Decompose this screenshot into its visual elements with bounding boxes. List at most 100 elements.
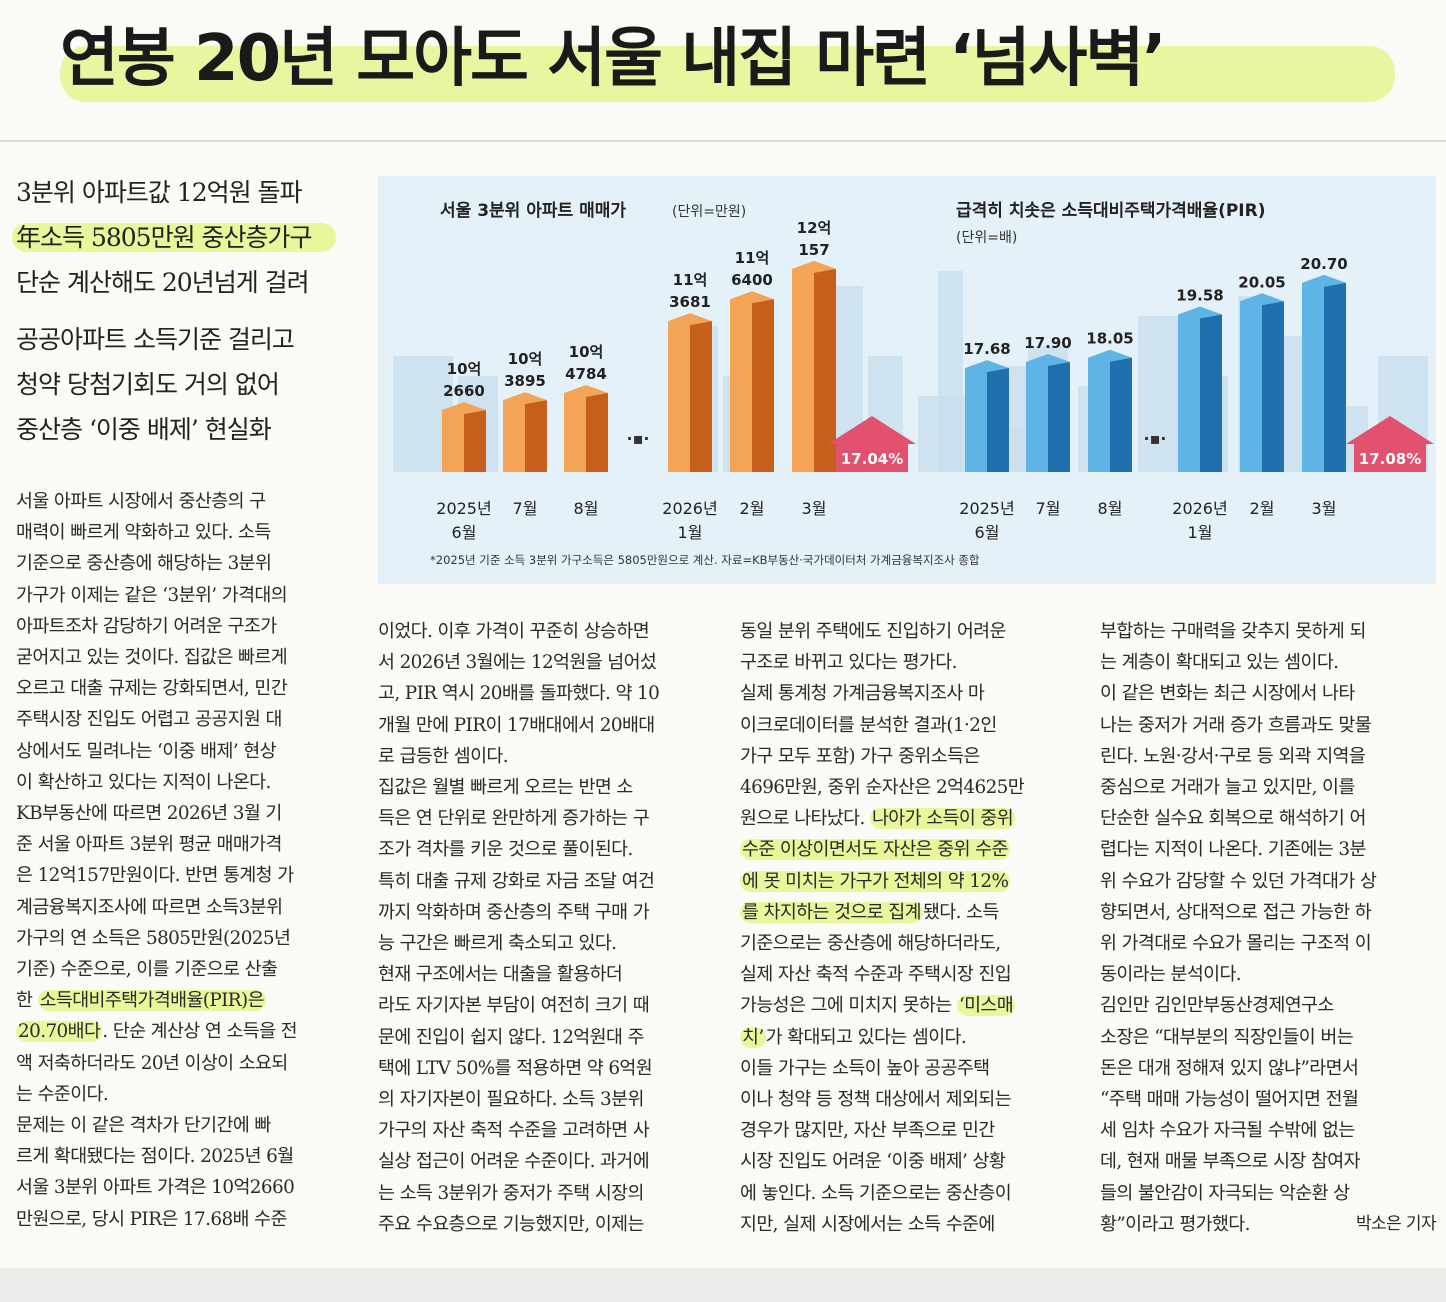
article-line: 기준으로 중산층에 해당하는 3분위 [16, 553, 272, 575]
bar-front [503, 400, 525, 472]
article-closing-text: 황”이라고 평가했다. [1100, 1213, 1250, 1235]
axis-tick-label: 7월 [513, 499, 538, 518]
article-line: 기준으로는 중산층에 해당하더라도, [740, 933, 1001, 955]
bar-front [965, 368, 987, 472]
bar-value-label: 4784 [565, 365, 607, 383]
article-line: 돈은 대개 정해져 있지 않냐”라면서 [1100, 1057, 1359, 1079]
article-line: 르게 확대됐다는 점이다. 2025년 6월 [16, 1146, 294, 1168]
article-line: 세 임차 수요가 자극될 수밖에 없는 [1100, 1120, 1355, 1142]
chart-baseline-area [378, 472, 1436, 584]
article-line: 만원으로, 당시 PIR은 17.68배 수준 [16, 1208, 287, 1230]
bar-top [730, 291, 774, 304]
article-line: 가구의 연 소득은 5805만원(2025년 [16, 927, 291, 949]
article-line: 가구가 이제는 같은 ‘3분위’ 가격대의 [16, 584, 288, 606]
bar-side [1324, 282, 1346, 472]
axis-tick-label: 2월 [1250, 499, 1275, 518]
bar-value-label: 17.68 [963, 340, 1010, 358]
bar-front [1178, 314, 1200, 472]
bar-front [792, 268, 814, 472]
article-line: 가구의 자산 축적 수준을 고려하면 사 [378, 1120, 650, 1142]
article-line: 동일 분위 주택에도 진입하기 어려운 [740, 621, 1006, 642]
article-line: 득은 연 단위로 완만하게 증가하는 구 [378, 808, 650, 830]
article-line: 20.70배다. 단순 계산상 연 소득을 전 [16, 1021, 298, 1043]
article-line: 택에 LTV 50%를 적용하면 약 6억원 [378, 1057, 653, 1079]
article-line: 문제는 이 같은 격차가 단기간에 빠 [16, 1115, 271, 1137]
article-line: 서 2026년 3월에는 12억원을 넘어섰 [378, 652, 657, 674]
article-line: 가구 모두 포함) 가구 중위소득은 [740, 745, 980, 767]
headline-block: 연봉 20년 모아도 서울 내집 마련 ‘넘사벽’ [60, 16, 1400, 102]
article-line: 향되면서, 상대적으로 접근 가능한 하 [1100, 901, 1372, 923]
axis-break-mark: ·▪· [1144, 429, 1167, 448]
article-line: 주요 수요층으로 기능했지만, 이제는 [378, 1213, 644, 1235]
bar-top [1302, 274, 1346, 287]
axis-tick-label: 8월 [1098, 499, 1123, 518]
article-line: “주택 매매 가능성이 떨어지면 전월 [1100, 1089, 1359, 1111]
text-highlight: 를 차지하는 것으로 집계 [740, 901, 923, 923]
bar-top [1240, 293, 1284, 306]
subhead-4: 공공아파트 소득기준 걸리고 [16, 325, 295, 354]
article-line: 김인만 김인만부동산경제연구소 [1100, 995, 1334, 1017]
article-line: 능 구간은 빠르게 축소되고 있다. [378, 933, 617, 955]
subhead-2-highlight: 年소득 5805만원 중산층가구 [12, 223, 336, 252]
bar-front [442, 410, 464, 472]
article-line: 구조로 바뀌고 있다는 평가다. [740, 652, 957, 674]
article-line: 현재 구조에서는 대출을 활용하더 [378, 964, 623, 986]
headline-divider [0, 140, 1446, 142]
article-line: 를 차지하는 것으로 집계 됐다. 소득 [740, 901, 999, 923]
chart-footnote: *2025년 기준 소득 3분위 가구소득은 5805만원으로 계산. 자료=K… [430, 553, 980, 567]
bar-front [564, 393, 586, 472]
bar-side [586, 393, 608, 472]
increase-badge-shape [828, 416, 916, 472]
chart-unit: (단위=만원) [672, 204, 746, 220]
bar-front [668, 321, 690, 472]
article-line: 고, PIR 역시 20배를 돌파했다. 약 10 [378, 683, 660, 705]
chart-title: 급격히 치솟은 소득대비주택가격배율(PIR) [956, 201, 1266, 221]
article-line: 기준) 수준으로, 이를 기준으로 산출 [16, 959, 278, 981]
article-line: 문에 진입이 쉽지 않다. 12억원대 주 [378, 1026, 644, 1048]
article-line-last: 황”이라고 평가했다. 박소은 기자 [1100, 1209, 1437, 1240]
axis-tick-label: 2026년 [1172, 499, 1227, 518]
article-line: 이 확산하고 있다는 지적이 나온다. [16, 771, 271, 793]
bar-value-label: 6400 [731, 271, 773, 289]
article-line: 치’ 가 확대되고 있다는 셈이다. [740, 1026, 967, 1048]
axis-tick-label: 2월 [740, 499, 765, 518]
article-line: 오르고 대출 규제는 강화되면서, 민간 [16, 678, 288, 700]
article-line: 나는 중저가 거래 증가 흐름과도 맞물 [1100, 714, 1372, 736]
article-line: 아파트조차 감당하기 어려운 구조가 [16, 615, 277, 637]
article-line: 이나 청약 등 정책 대상에서 제외되는 [740, 1089, 1012, 1111]
article-line: 경우가 많지만, 자산 부족으로 민간 [740, 1120, 995, 1142]
article-line: 매력이 빠르게 약화하고 있다. 소득 [16, 522, 271, 544]
axis-tick-label: 6월 [452, 523, 477, 542]
bar-value-label: 18.05 [1086, 330, 1133, 348]
increase-badge-label: 17.04% [841, 450, 903, 468]
newspaper-page: 연봉 20년 모아도 서울 내집 마련 ‘넘사벽’ 3분위 아파트값 12억원 … [0, 16, 1446, 1240]
bar-value-label: 10억 [508, 350, 543, 368]
article-column-1: 서울 아파트 시장에서 중산층의 구 매력이 빠르게 약화하고 있다. 소득 기준으… [16, 486, 356, 1235]
bar-side [814, 268, 836, 472]
headline-highlight [60, 46, 1395, 102]
article-line: 상에서도 밀려나는 ‘이중 배제’ 현상 [16, 740, 277, 762]
article-line: 린다. 노원·강서·구로 등 외곽 지역을 [1100, 745, 1366, 767]
article-line: 이크로데이터를 분석한 결과(1·2인 [740, 714, 997, 736]
axis-tick-label: 1월 [678, 523, 703, 542]
bar-top [792, 260, 836, 273]
article-line: 들의 불안감이 자극되는 악순환 상 [1100, 1182, 1350, 1204]
bar-value-label: 20.05 [1238, 273, 1285, 291]
bar-front [1302, 282, 1324, 472]
bar-front [1240, 301, 1262, 472]
increase-badge-label: 17.08% [1359, 450, 1421, 468]
bar-top [1178, 306, 1222, 319]
bar-side [1262, 301, 1284, 472]
article-line: 위 수요가 감당할 수 있던 가격대가 상 [1100, 870, 1377, 892]
increase-badge-shape [1346, 416, 1434, 472]
article-line: 원으로 나타났다. 나아가 소득이 중위 [740, 808, 1016, 830]
text-highlight: 나아가 소득이 중위 [869, 808, 1016, 830]
article-line: 조가 격차를 키운 것으로 풀이된다. [378, 839, 633, 861]
subhead-5: 청약 당첨기회도 거의 없어 [16, 370, 280, 399]
article-line: 이들 가구는 소득이 높아 공공주택 [740, 1057, 990, 1079]
text-highlight: ‘미스매 [956, 995, 1016, 1017]
article-line: 소장은 “대부분의 직장인들이 버는 [1100, 1026, 1354, 1048]
bar-side [1048, 361, 1070, 472]
bar-side [464, 410, 486, 472]
